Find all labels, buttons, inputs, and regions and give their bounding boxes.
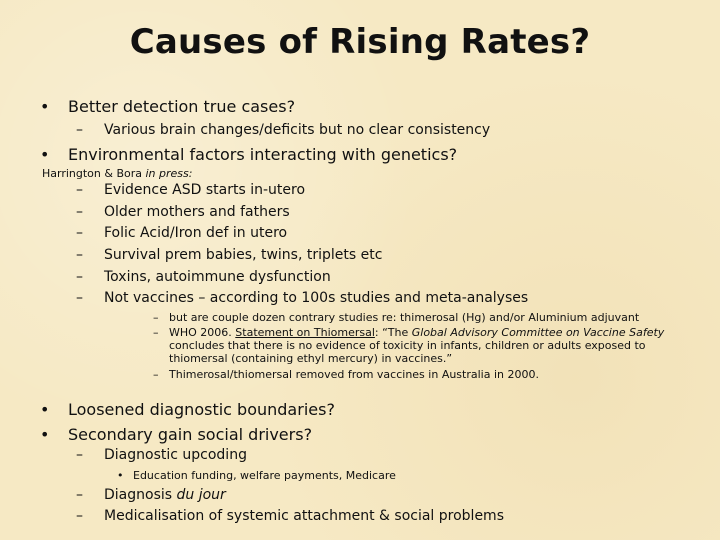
citation-authors: Harrington & Bora	[42, 167, 146, 180]
dash-glyph: –	[76, 447, 83, 463]
list-item-text: Older mothers and fathers	[104, 204, 290, 220]
bullet-glyph: •	[40, 145, 50, 164]
bullet-better-detection: • Better detection true cases?	[40, 97, 295, 116]
bullet-glyph: •	[117, 469, 124, 482]
dash-glyph: –	[153, 368, 159, 381]
slide-title: Causes of Rising Rates?	[129, 22, 591, 62]
statement-link[interactable]: Statement on Thiomersal	[235, 326, 375, 339]
bullet-secondary-gain: • Secondary gain social drivers?	[40, 425, 312, 444]
sub-brain-changes: – Various brain changes/deficits but no c…	[76, 122, 490, 138]
citation: Harrington & Bora in press:	[42, 167, 192, 180]
vaccine-subpoint-who: – WHO 2006. Statement on Thiomersal: “The…	[153, 326, 664, 339]
list-item: – Survival prem babies, twins, triplets e…	[76, 247, 382, 263]
list-item-text: Evidence ASD starts in-utero	[104, 182, 306, 198]
vaccine-subpoint-text: Thimerosal/thiomersal removed from vacci…	[169, 368, 539, 381]
dash-glyph: –	[76, 182, 83, 198]
list-item: – Toxins, autoimmune dysfunction	[76, 269, 331, 285]
vaccine-subpoint: – but are couple dozen contrary studies r…	[153, 311, 639, 324]
list-item: – Folic Acid/Iron def in utero	[76, 225, 287, 241]
sub-prefix: Diagnosis	[104, 487, 177, 503]
bullet-glyph: •	[40, 97, 50, 116]
sub-sub-text: Education funding, welfare payments, Med…	[133, 469, 396, 482]
sub-sub-education-funding: • Education funding, welfare payments, Me…	[117, 469, 396, 482]
who-prefix: WHO 2006.	[169, 326, 236, 339]
bullet-loosened-boundaries: • Loosened diagnostic boundaries?	[40, 400, 335, 419]
sub-text: Medicalisation of systemic attachment & …	[104, 508, 504, 524]
dash-glyph: –	[76, 225, 83, 241]
list-item-text: Survival prem babies, twins, triplets et…	[104, 247, 383, 263]
dash-glyph: –	[76, 247, 83, 263]
list-item-text: Toxins, autoimmune dysfunction	[104, 269, 331, 285]
list-item: – Older mothers and fathers	[76, 204, 290, 220]
bullet-text: Secondary gain social drivers?	[68, 425, 313, 444]
bullet-text: Loosened diagnostic boundaries?	[68, 400, 335, 419]
sub-text: Diagnostic upcoding	[104, 447, 247, 463]
sub-italic: du jour	[176, 487, 226, 503]
vaccine-subpoint: – Thimerosal/thiomersal removed from vacc…	[153, 368, 539, 381]
sub-medicalisation: – Medicalisation of systemic attachment &…	[76, 508, 504, 524]
list-item: – Not vaccines – according to 100s studie…	[76, 290, 528, 306]
sub-diagnostic-upcoding: – Diagnostic upcoding	[76, 447, 247, 463]
dash-glyph: –	[76, 204, 83, 220]
list-item-text: Folic Acid/Iron def in utero	[104, 225, 288, 241]
dash-glyph: –	[153, 326, 159, 339]
list-item-text: Not vaccines – according to 100s studies…	[104, 290, 529, 306]
bullet-environmental-factors: • Environmental factors interacting with …	[40, 145, 457, 164]
bullet-glyph: •	[40, 400, 50, 419]
sub-text: Various brain changes/deficits but no cl…	[104, 122, 491, 138]
dash-glyph: –	[76, 487, 83, 503]
who-continuation: concludes that there is no evidence of t…	[169, 339, 646, 352]
dash-glyph: –	[76, 290, 83, 306]
committee-name: Global Advisory Committee on Vaccine Saf…	[411, 326, 665, 339]
citation-status: in press:	[145, 167, 193, 180]
bullet-glyph: •	[40, 425, 50, 444]
dash-glyph: –	[76, 508, 83, 524]
who-continuation: thiomersal (containing ethyl mercury) in…	[169, 352, 453, 365]
list-item: – Evidence ASD starts in-utero	[76, 182, 305, 198]
dash-glyph: –	[153, 311, 159, 324]
dash-glyph: –	[76, 269, 83, 285]
bullet-text: Better detection true cases?	[68, 97, 296, 116]
sub-diagnosis-du-jour: – Diagnosis du jour	[76, 487, 226, 503]
bullet-text: Environmental factors interacting with g…	[68, 145, 458, 164]
vaccine-subpoint-text: but are couple dozen contrary studies re…	[169, 311, 640, 324]
who-mid: : “The	[374, 326, 412, 339]
dash-glyph: –	[76, 122, 83, 138]
